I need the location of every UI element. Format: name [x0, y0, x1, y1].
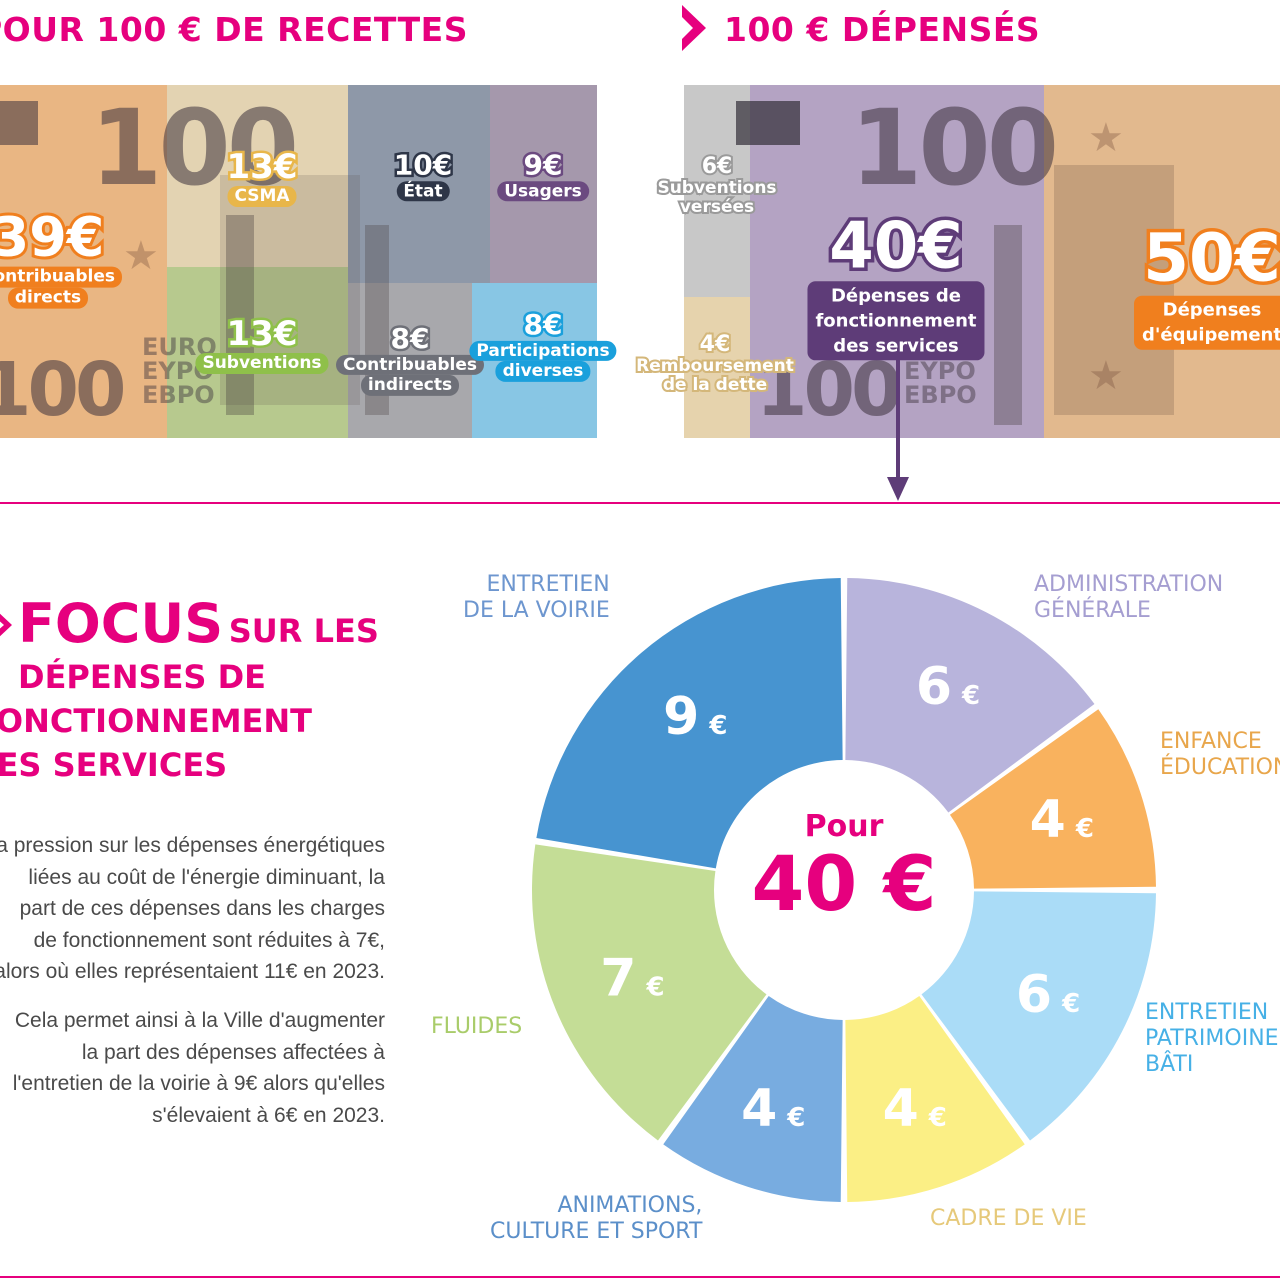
donut-slice: [845, 995, 1025, 1202]
label-remboursement-dette: 4€ Remboursement de la dette: [634, 331, 796, 397]
bill-hologram: [0, 101, 38, 145]
donut-center-label: Pour 40 €: [751, 809, 937, 928]
donut-value-label: 9 €: [663, 687, 727, 747]
arrow-down-icon: [887, 355, 909, 501]
bill-denomination: 100: [850, 87, 1059, 209]
label-contribuables-indirects: 8€ Contribuables indirects: [336, 321, 484, 397]
label-participations: 8€ Participations diverses: [469, 307, 617, 383]
category-label-fluides: FLUIDES: [431, 1014, 523, 1039]
label-contribuables-directs: 39€ Contribuables directs: [0, 204, 122, 309]
divider: [0, 502, 1280, 504]
donut-slice: [921, 891, 1156, 1141]
donut-slice: [845, 578, 1095, 813]
bill-star-icon: ★: [1088, 353, 1124, 399]
label-etat: 10€ État: [391, 147, 455, 202]
label-subventions: 13€ Subventions: [195, 313, 329, 375]
donut-slice: [663, 995, 843, 1202]
label-equipement: 50€ Dépenses d'équipement: [1134, 219, 1280, 350]
donut-value-label: 4 €: [883, 1079, 947, 1139]
segment-subventions: [167, 267, 348, 438]
bill-pillar: [994, 225, 1022, 425]
bill-star-icon: ★: [123, 233, 159, 279]
donut-value-label: 6 €: [916, 657, 980, 717]
bill-denomination-small: 100: [756, 347, 902, 433]
segment-remboursement-dette: [684, 297, 750, 438]
focus-heading-line4: DES SERVICES: [0, 746, 228, 784]
category-label-voirie: ENTRETIEN DE LA VOIRIE: [463, 572, 610, 623]
arrow-right-icon: [0, 613, 12, 637]
label-csma: 13€ CSMA: [224, 146, 300, 208]
segment-csma: [167, 85, 348, 267]
label-fonctionnement: 40€ Dépenses de fonctionnement des servi…: [807, 207, 985, 361]
donut-value-label: 4 €: [741, 1079, 805, 1139]
recettes-title: POUR 100 € DE RECETTES: [0, 10, 468, 49]
segment-equipement: [1044, 85, 1280, 438]
category-label-administration: ADMINISTRATION GÉNÉRALE: [1034, 572, 1224, 623]
depenses-title: 100 € DÉPENSÉS: [724, 10, 1041, 49]
bill-denomination-small: 100: [0, 347, 126, 433]
bill-star-icon: ★: [1088, 115, 1124, 161]
bill-window-motif: [1054, 165, 1174, 415]
arrow-right-icon: [682, 5, 706, 51]
category-label-cadre-de-vie: CADRE DE VIE: [930, 1206, 1087, 1231]
category-label-enfance: ENFANCE ÉDUCATION: [1160, 729, 1280, 780]
focus-paragraph-2: Cela permet ainsi à la Ville d'augmenter…: [12, 1009, 385, 1127]
donut-value-label: 4 €: [1030, 790, 1094, 850]
category-label-patrimoine: ENTRETIEN PATRIMOINE BÂTI: [1145, 1000, 1279, 1077]
focus-heading: FOCUS SUR LES: [18, 592, 379, 655]
donut-slice: [532, 844, 767, 1141]
donut-value-label: 6 €: [1016, 965, 1080, 1025]
donut-slice: [536, 578, 843, 869]
category-label-animations: ANIMATIONS, CULTURE ET SPORT: [490, 1193, 703, 1244]
label-subventions-versees: 6€ Subventions versées: [655, 153, 778, 219]
donut-value-label: 7 €: [600, 949, 664, 1009]
focus-heading-line3: FONCTIONNEMENT: [0, 702, 312, 740]
focus-paragraph-1: La pression sur les dépenses énergétique…: [0, 834, 385, 983]
focus-heading-line2: DÉPENSES DE: [18, 658, 267, 696]
donut-slice: [949, 709, 1156, 889]
divider: [0, 1276, 1280, 1278]
bill-pillar: [226, 215, 254, 415]
label-usagers: 9€ Usagers: [497, 147, 589, 202]
bill-hologram: [736, 101, 800, 145]
